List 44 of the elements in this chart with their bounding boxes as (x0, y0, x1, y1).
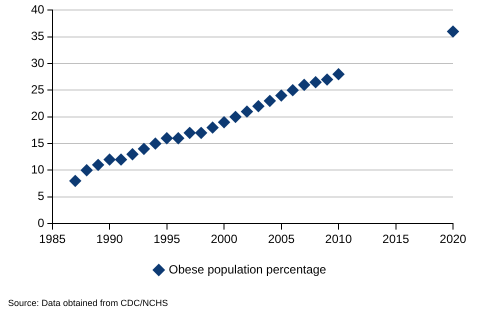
point (218, 116, 230, 128)
y-tick-label: 30 (30, 56, 45, 70)
x-tick-label: 2020 (440, 232, 467, 246)
point (138, 142, 150, 155)
legend-label: Obese population percentage (168, 262, 327, 276)
x-tick-label: 1990 (96, 232, 124, 246)
point (80, 164, 93, 176)
point (275, 90, 288, 102)
point (195, 126, 208, 139)
point (310, 76, 322, 88)
source-note: Source: Data obtained from CDC/NCHS (8, 298, 168, 308)
y-tick-label: 10 (30, 162, 45, 177)
y-tick-label: 40 (30, 2, 45, 17)
point (149, 138, 162, 150)
point (172, 132, 184, 144)
point (104, 154, 116, 166)
x-tick-label: 2005 (268, 232, 295, 246)
point (332, 68, 345, 80)
point (92, 158, 104, 171)
x-tick-label: 2000 (210, 232, 238, 246)
x-tick-label: 1995 (153, 232, 180, 246)
y-tick-label: 20 (30, 109, 45, 124)
x-tick-label: 1985 (38, 232, 66, 246)
y-tick-label: 5 (38, 189, 45, 204)
y-tick-label: 35 (30, 29, 45, 44)
y-tick-label: 15 (30, 136, 45, 150)
point (240, 106, 253, 118)
point (230, 110, 242, 123)
point (252, 100, 264, 112)
point (447, 26, 459, 38)
x-tick-label: 2015 (382, 232, 410, 246)
point (286, 84, 299, 96)
point (160, 132, 173, 144)
point (298, 78, 310, 91)
y-tick-label: 25 (30, 82, 45, 97)
y-tick-label: 0 (38, 216, 45, 230)
point (126, 148, 138, 160)
point (206, 122, 219, 134)
point (264, 94, 276, 107)
point (69, 174, 82, 187)
point (115, 154, 128, 166)
x-tick-label: 2010 (325, 232, 352, 246)
point (184, 126, 196, 139)
point (321, 74, 334, 86)
